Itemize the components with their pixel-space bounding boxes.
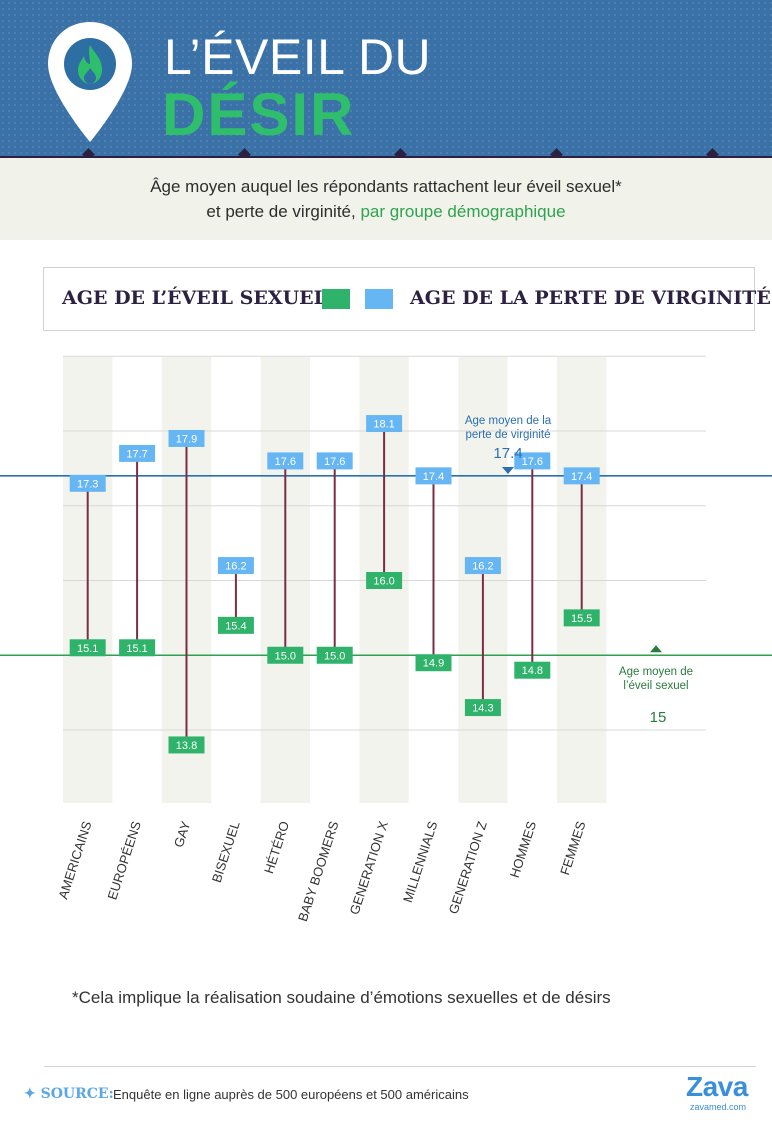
virginity-marker <box>563 467 600 485</box>
awakening-marker <box>267 646 304 664</box>
virginity-marker <box>464 557 501 575</box>
virginity-data-label: 17.4 <box>423 471 444 483</box>
subtitle-line-1: Âge moyen auquel les répondants rattache… <box>150 177 622 196</box>
virginity-ref-label: perte de virginité <box>465 429 550 441</box>
awakening-marker <box>366 572 403 589</box>
awakening-marker <box>415 654 452 672</box>
category-tick-label: GAY <box>171 819 194 849</box>
subtitle: Âge moyen auquel les répondants rattache… <box>0 174 772 224</box>
legend-virginity-label: AGE DE LA PERTE DE VIRGINITÉ <box>410 287 771 309</box>
virginity-data-label: 17.6 <box>324 456 345 468</box>
virginity-data-label: 16.2 <box>225 561 246 573</box>
awakening-marker <box>119 639 156 657</box>
category-tick-label: FEMMES <box>557 819 589 877</box>
zava-logo-url: zavamed.com <box>690 1102 747 1112</box>
virginity-data-label: 18.1 <box>373 419 394 431</box>
subtitle-line-2-prefix: et perte de virginité, <box>206 202 361 221</box>
source-text: Enquête en ligne auprès de 500 européens… <box>113 1087 469 1102</box>
category-tick-label: HOMMES <box>507 819 539 880</box>
virginity-marker <box>366 415 403 433</box>
virginity-data-label: 17.3 <box>77 478 98 490</box>
awakening-data-label: 14.8 <box>522 665 543 677</box>
awakening-data-label: 14.9 <box>423 658 444 670</box>
virginity-marker <box>415 467 452 485</box>
category-tick-label: BISEXUEL <box>209 819 243 884</box>
legend-awakening-swatch <box>322 289 350 309</box>
awakening-data-label: 15.4 <box>225 620 246 632</box>
virginity-ref-arrow <box>502 467 514 474</box>
virginity-ref-value: 17.4 <box>493 445 522 462</box>
awakening-marker <box>514 661 551 679</box>
flame-pin-icon <box>48 22 132 142</box>
virginity-data-label: 17.6 <box>522 456 543 468</box>
awakening-marker <box>168 736 205 754</box>
awakening-ref-label: Age moyen de <box>619 666 693 678</box>
source-star-icon: ✦ <box>24 1086 41 1102</box>
awakening-data-label: 14.3 <box>472 703 493 715</box>
awakening-data-label: 16.0 <box>373 576 394 588</box>
awakening-marker <box>316 646 353 664</box>
awakening-data-label: 15.0 <box>324 650 345 662</box>
source-label: ✦ SOURCE: <box>24 1086 114 1102</box>
footnote: *Cela implique la réalisation soudaine d… <box>72 988 611 1007</box>
category-tick-label: GENERATION X <box>347 819 391 916</box>
awakening-marker <box>69 639 106 657</box>
range-chart: 17.3 15.1 AMERICAINS 17.7 15.1 EUROPÉENS 17.9 1… <box>0 355 772 923</box>
virginity-marker <box>119 444 156 462</box>
virginity-marker <box>69 474 106 492</box>
awakening-marker <box>217 616 254 634</box>
category-tick-label: GENERATION Z <box>446 819 490 916</box>
virginity-data-label: 17.6 <box>275 456 296 468</box>
awakening-data-label: 15.1 <box>126 643 147 655</box>
virginity-marker <box>514 452 551 470</box>
category-tick-label: AMERICAINS <box>55 819 94 901</box>
awakening-ref-value: 15 <box>650 709 667 726</box>
source-label-text: SOURCE: <box>40 1086 114 1102</box>
awakening-data-label: 15.0 <box>275 650 296 662</box>
awakening-ref-label: l’éveil sexuel <box>623 680 688 692</box>
legend: AGE DE L’ÉVEIL SEXUEL* AGE DE LA PERTE D… <box>43 267 771 331</box>
legend-virginity-swatch <box>365 289 393 309</box>
virginity-ref-label: Age moyen de la <box>465 415 552 427</box>
awakening-marker <box>563 609 600 627</box>
virginity-marker <box>316 452 353 470</box>
title-line-1: L’ÉVEIL DU <box>164 29 432 85</box>
footer-rule <box>44 1066 756 1067</box>
category-tick-label: EUROPÉENS <box>104 819 144 902</box>
awakening-data-label: 15.5 <box>571 613 592 625</box>
virginity-data-label: 16.2 <box>472 561 493 573</box>
virginity-marker <box>217 557 254 575</box>
subtitle-highlight: par groupe démographique <box>360 202 566 221</box>
virginity-marker <box>168 429 205 447</box>
header-rule <box>0 156 772 158</box>
category-tick-label: MILLENNIALS <box>400 819 440 904</box>
awakening-data-label: 15.1 <box>77 643 98 655</box>
awakening-data-label: 13.8 <box>176 740 197 752</box>
title-line-2: DÉSIR <box>162 81 356 148</box>
legend-awakening-label: AGE DE L’ÉVEIL SEXUEL* <box>62 287 337 309</box>
virginity-data-label: 17.9 <box>176 433 197 445</box>
category-tick-label: BABY BOOMERS <box>295 819 342 923</box>
virginity-data-label: 17.4 <box>571 471 592 483</box>
header-banner: L’ÉVEIL DU DÉSIR <box>0 0 772 157</box>
awakening-ref-arrow <box>650 645 662 653</box>
virginity-marker <box>267 452 304 470</box>
subtitle-band <box>0 158 772 240</box>
subtitle-line-2: et perte de virginité, par groupe démogr… <box>0 199 772 224</box>
zava-logo: Zava <box>686 1071 748 1102</box>
category-tick-label: HÉTÉRO <box>261 819 292 875</box>
virginity-data-label: 17.7 <box>126 448 147 460</box>
awakening-marker <box>464 699 501 717</box>
